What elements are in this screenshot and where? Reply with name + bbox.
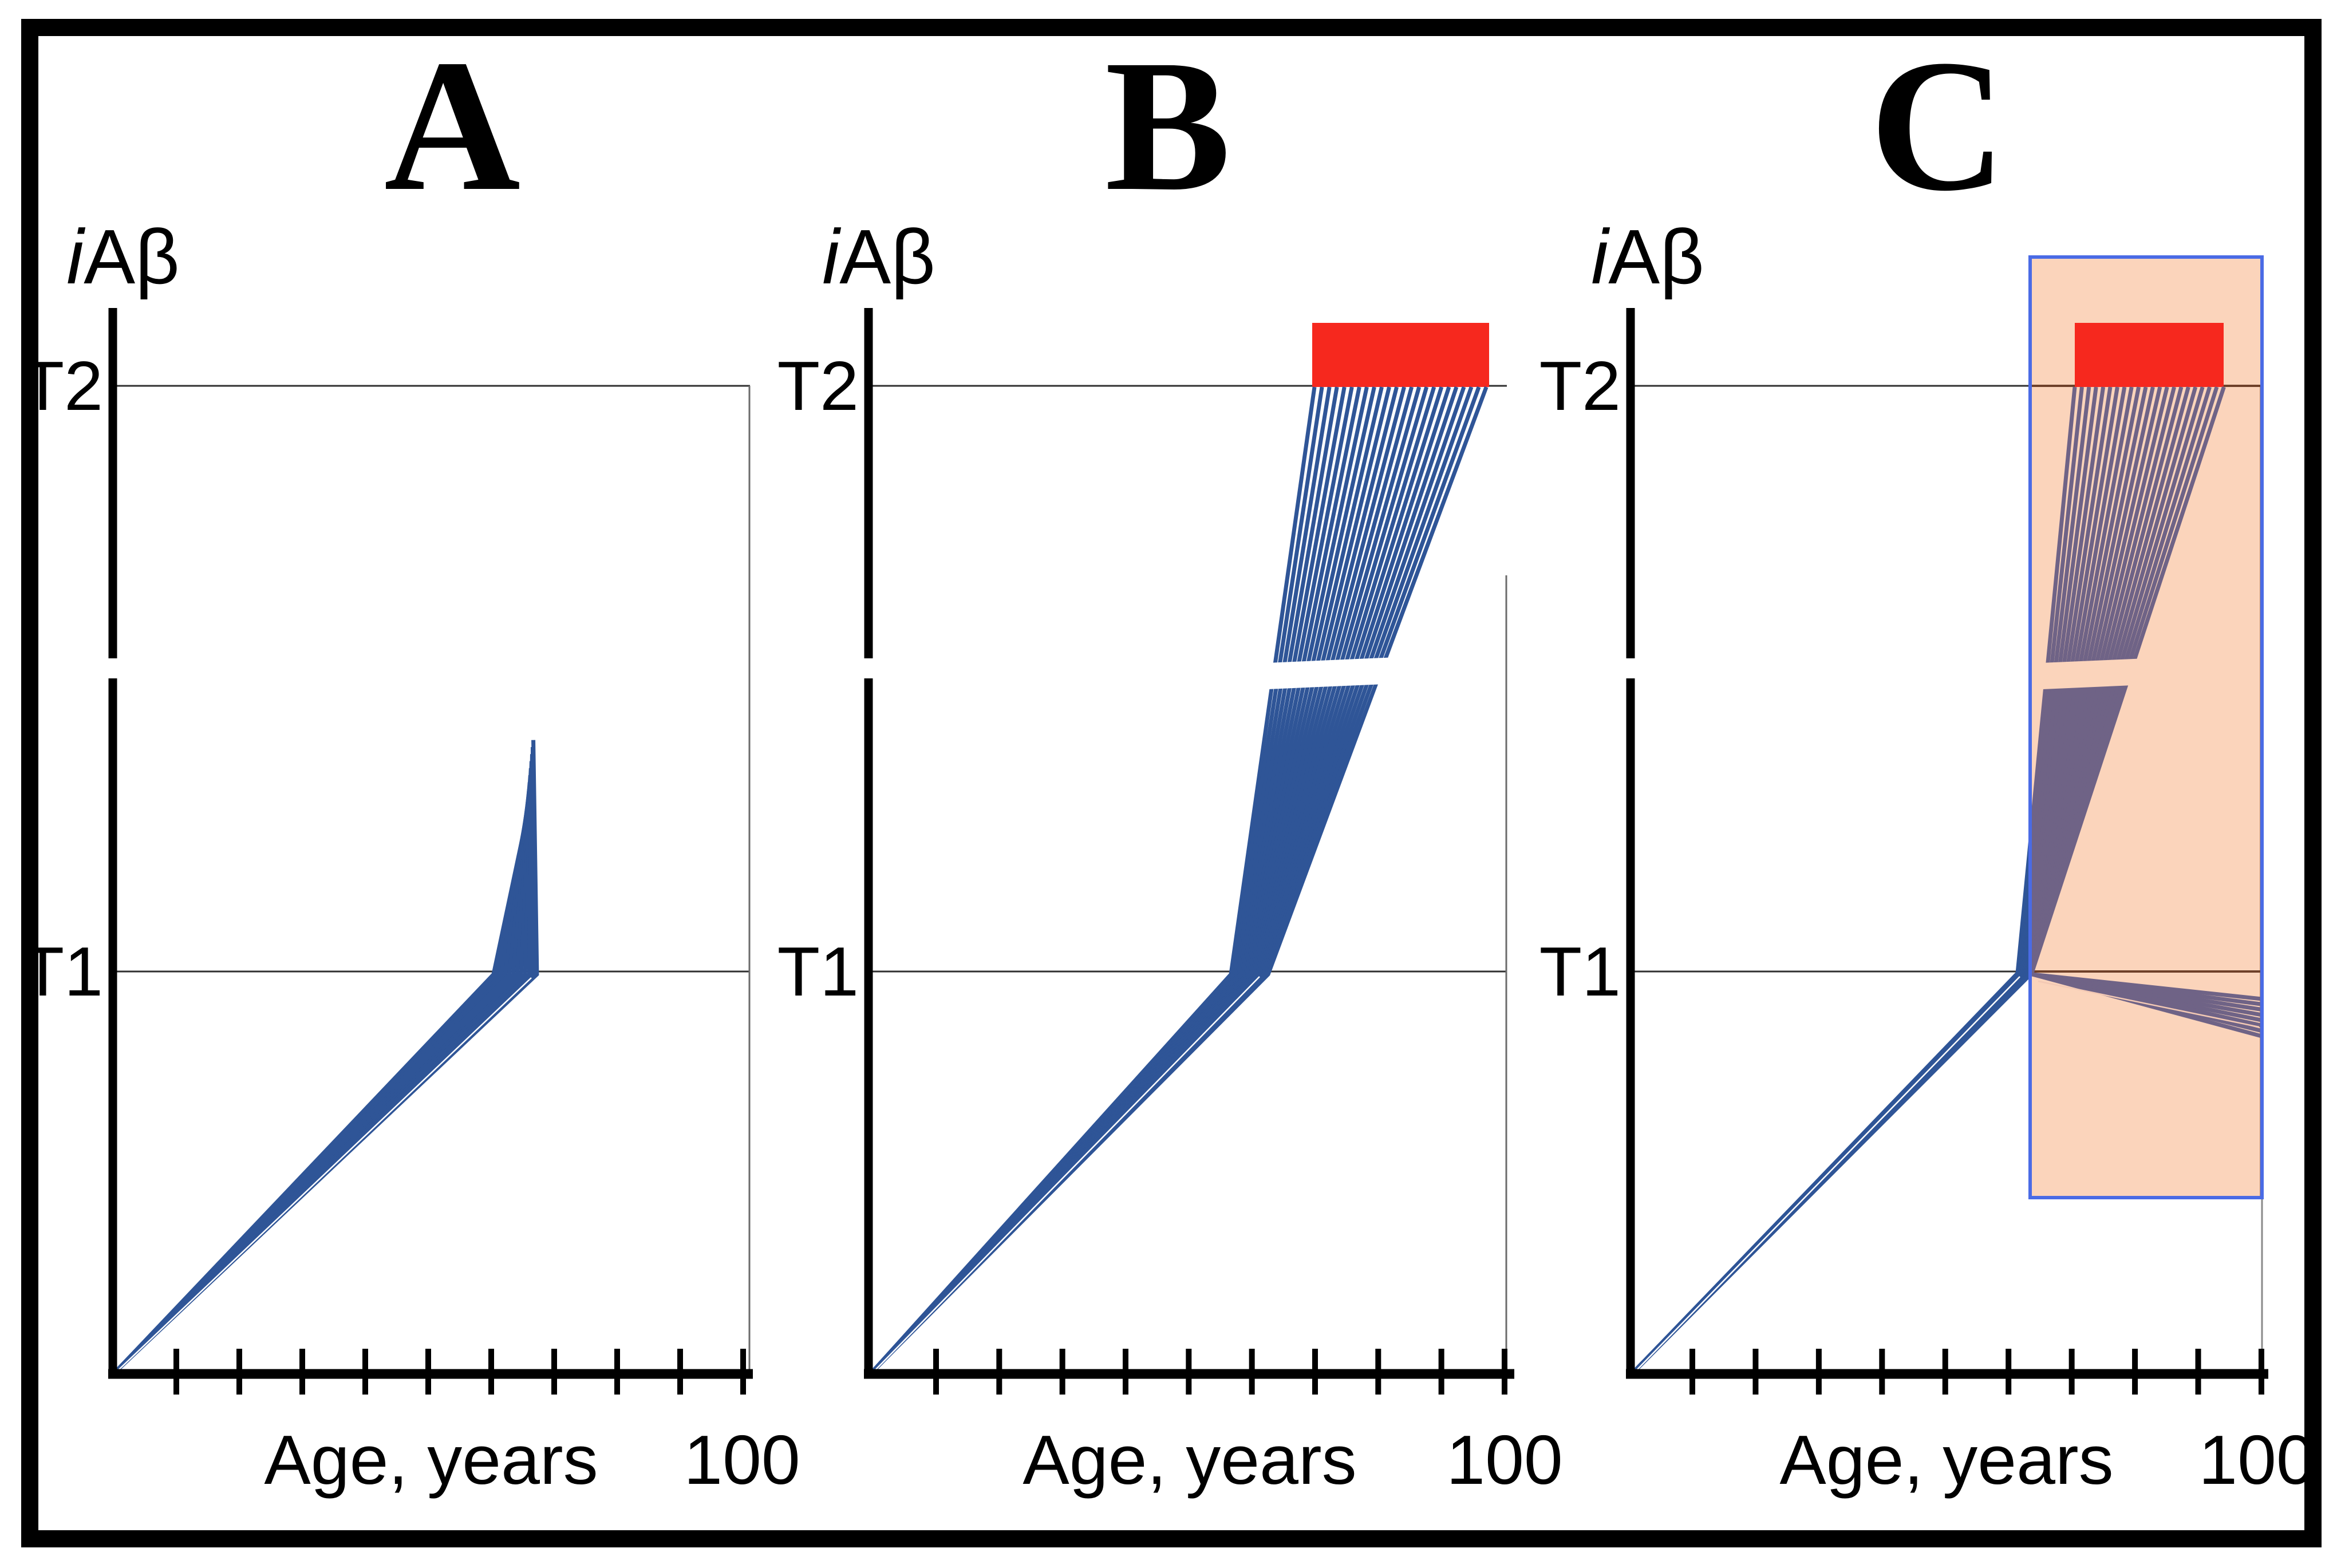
trajectory-line [114,789,531,1373]
panel-a-t1-label: T1 [22,933,103,1010]
panel-c-red-bar [2075,323,2224,387]
trajectory-line [114,740,539,1373]
trajectory-line [2030,386,2162,963]
trajectory-line [2030,386,2190,974]
trajectory-line [114,810,530,1373]
trajectory-highlight [119,977,532,1370]
panel-b-xmax: 100 [1446,1421,1563,1499]
trajectory-line [1632,386,2084,1373]
trajectory-line [2030,386,2134,946]
panel-b-red-bar [1312,323,1489,387]
trajectory-line [114,782,532,1373]
trajectory-line [2030,386,2127,940]
trajectory-highlight [1637,976,2020,1370]
trajectory-line [2030,386,2198,975]
panel-a-axes [108,308,753,1395]
trajectory-line [2030,386,2119,934]
trajectory-line [2030,386,2169,966]
trajectory-line [871,386,1444,1373]
panel-c-axes [1626,308,2268,1395]
intervention-window-border [2028,255,2264,1199]
panel-a: A iAβ T2 T1 Age, years 100 [22,21,800,1499]
trajectory-line [871,386,1459,1373]
trajectory-highlight [2038,980,2260,1028]
fan-inside-window [2030,386,2262,1038]
trajectory-line [2030,386,2077,865]
trajectory-decline-line [2032,972,2262,1038]
panel-b-title: B [1105,21,1231,230]
trajectory-line [2030,386,2155,959]
trajectory-line [2030,386,2106,918]
trajectory-line [2030,386,2141,951]
trajectory-line [114,796,531,1373]
panel-a-t2-label: T2 [22,347,103,425]
fan-break-gap [1231,655,1433,691]
panel-b-xlabel: Age, years [1023,1421,1356,1499]
panel-a-xmax: 100 [684,1421,800,1499]
trajectory-line [114,754,534,1373]
trajectory-line [871,386,1489,1373]
panel-b-ylabel: iAβ [822,214,935,300]
trajectory-line [871,386,1451,1373]
trajectory-line [2030,386,2091,896]
trajectory-line [1632,386,2091,1373]
panel-b-t2-label: T2 [777,347,859,425]
panel-c: C iAβ T2 T1 Age, years 100 [1539,21,2315,1499]
panel-b-t1-label: T1 [777,933,859,1010]
panel-c-xlabel: Age, years [1779,1421,2113,1499]
trajectory-line [2030,386,2148,955]
trajectory-line [2030,386,2184,972]
panel-c-xmax: 100 [2198,1421,2315,1499]
panel-b-fan [871,386,1489,1373]
trajectory-line [114,768,533,1373]
trajectory-line [2030,386,2084,882]
panel-a-xlabel: Age, years [264,1421,598,1499]
trajectory-line [871,386,1466,1373]
trajectory-highlight [875,976,1260,1370]
panel-a-title: A [384,21,520,230]
trajectory-line [114,747,535,1373]
fan-break-gap [2034,657,2181,690]
trajectory-line [2030,386,2176,969]
panel-c-t1-label: T1 [1539,933,1621,1010]
outer-border [21,19,2322,1547]
panel-b: B iAβ T2 T1 Age, years 100 [777,21,1563,1499]
panel-a-fan [114,740,539,1373]
panel-a-ylabel: iAβ [66,214,180,300]
panel-c-t2-label: T2 [1539,347,1621,425]
trajectory-line [114,775,532,1373]
trajectory-line [2030,386,2205,976]
panel-b-axes [864,308,1514,1395]
panel-c-ylabel: iAβ [1591,214,1704,300]
trajectory-line [114,817,529,1373]
trajectory-line [2030,386,2113,926]
panel-c-title: C [1870,21,2006,230]
trajectory-line [1632,386,2077,1373]
trajectory-line [871,386,1436,1373]
trajectory-line [114,803,530,1373]
trajectory-line [114,761,534,1373]
trajectory-line [2030,386,2098,908]
